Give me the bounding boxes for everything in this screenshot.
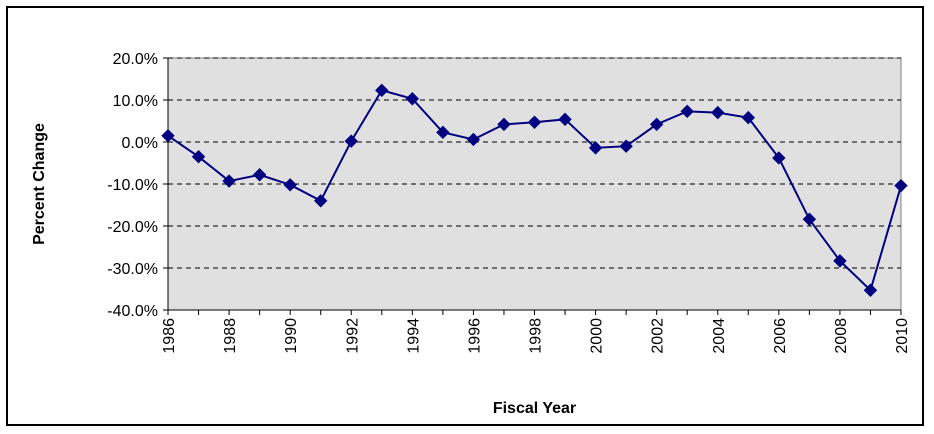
data-point-marker — [680, 104, 694, 119]
axes — [167, 58, 901, 311]
x-tick-label: 1986 — [161, 318, 178, 354]
data-point-marker — [558, 112, 572, 127]
series-markers — [161, 83, 908, 297]
x-tick-label: 2004 — [711, 318, 728, 354]
x-tick-label: 2010 — [894, 318, 911, 354]
x-tick-label: 2002 — [650, 318, 667, 354]
data-point-marker — [252, 168, 267, 182]
data-point-marker — [191, 149, 206, 164]
data-point-marker — [802, 212, 817, 226]
y-tick-label: -20.0% — [107, 219, 158, 236]
data-point-marker — [894, 178, 908, 193]
y-axis-ticks: 20.0% 10.0% 0.0% -10.0% -20.0% -30.0% -40.0% — [107, 51, 168, 320]
x-tick-label: 2008 — [833, 318, 850, 354]
x-tick-label: 1992 — [344, 318, 361, 354]
data-point-marker — [772, 151, 786, 165]
y-tick-label: -40.0% — [107, 303, 158, 320]
x-tick-label: 1994 — [405, 318, 422, 354]
y-tick-label: 0.0% — [122, 135, 158, 152]
data-point-marker — [527, 115, 542, 129]
x-axis-ticks: 1986 1988 1990 1992 1994 1996 1998 2000 2002 2004… — [161, 310, 911, 354]
data-point-marker — [436, 125, 450, 140]
data-point-marker — [283, 178, 297, 192]
data-point-marker — [863, 283, 878, 297]
data-point-marker — [833, 254, 847, 268]
data-point-marker — [588, 141, 603, 155]
data-point-marker — [405, 92, 420, 106]
y-tick-label: 20.0% — [113, 51, 158, 68]
data-point-marker — [344, 134, 358, 148]
x-tick-label: 1988 — [222, 318, 239, 354]
data-point-marker — [497, 117, 511, 132]
data-point-marker — [375, 83, 389, 98]
x-tick-label: 1996 — [466, 318, 483, 354]
y-tick-label: 10.0% — [113, 93, 158, 110]
x-tick-label: 1998 — [528, 318, 545, 354]
data-point-marker — [649, 117, 664, 132]
x-tick-label: 1990 — [283, 318, 300, 354]
data-point-marker — [314, 194, 328, 208]
data-point-marker — [222, 174, 236, 188]
y-tick-label: -10.0% — [107, 177, 158, 194]
data-point-marker — [161, 128, 175, 143]
data-point-marker — [619, 139, 633, 153]
data-point-marker — [741, 110, 755, 125]
x-axis-title: Fiscal Year — [493, 400, 576, 417]
data-point-marker — [711, 105, 725, 120]
x-tick-label: 2000 — [589, 318, 606, 354]
y-axis-title: Percent Change — [31, 123, 48, 245]
data-point-marker — [466, 132, 481, 147]
x-tick-label: 2006 — [772, 318, 789, 354]
y-tick-label: -30.0% — [107, 261, 158, 278]
